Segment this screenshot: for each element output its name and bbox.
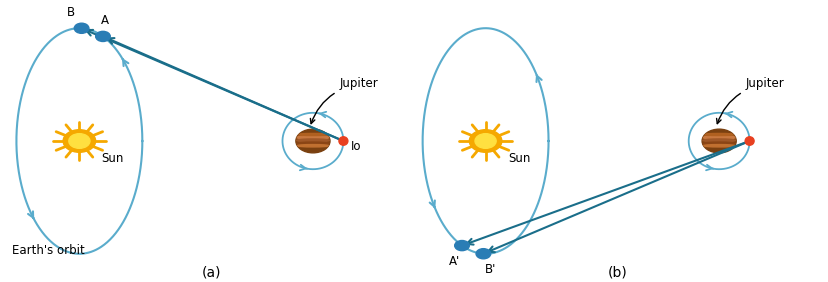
Ellipse shape — [296, 145, 329, 147]
Ellipse shape — [702, 142, 734, 145]
Ellipse shape — [702, 139, 734, 142]
Text: Io: Io — [350, 140, 361, 153]
Ellipse shape — [69, 134, 89, 148]
Ellipse shape — [95, 31, 110, 41]
Text: Sun: Sun — [102, 152, 124, 165]
Ellipse shape — [475, 249, 490, 259]
Text: Jupiter: Jupiter — [310, 78, 378, 124]
Ellipse shape — [702, 133, 734, 136]
Ellipse shape — [296, 129, 330, 153]
Ellipse shape — [296, 142, 329, 145]
Ellipse shape — [701, 129, 735, 153]
Ellipse shape — [63, 130, 95, 152]
Ellipse shape — [296, 136, 329, 139]
Ellipse shape — [339, 137, 348, 145]
Ellipse shape — [744, 137, 753, 145]
Text: (a): (a) — [201, 265, 221, 279]
Ellipse shape — [702, 145, 734, 147]
Text: Jupiter: Jupiter — [715, 78, 783, 124]
Text: B': B' — [484, 263, 496, 276]
Ellipse shape — [454, 241, 469, 251]
Ellipse shape — [474, 134, 495, 148]
Text: A': A' — [449, 255, 460, 268]
Text: Sun: Sun — [508, 152, 530, 165]
Ellipse shape — [296, 133, 329, 136]
Ellipse shape — [75, 23, 89, 33]
Ellipse shape — [469, 130, 501, 152]
Ellipse shape — [702, 136, 734, 139]
Text: Earth's orbit: Earth's orbit — [12, 244, 85, 257]
Ellipse shape — [296, 139, 329, 142]
Text: (b): (b) — [607, 265, 627, 279]
Text: B: B — [67, 6, 75, 19]
Text: A: A — [101, 14, 108, 27]
